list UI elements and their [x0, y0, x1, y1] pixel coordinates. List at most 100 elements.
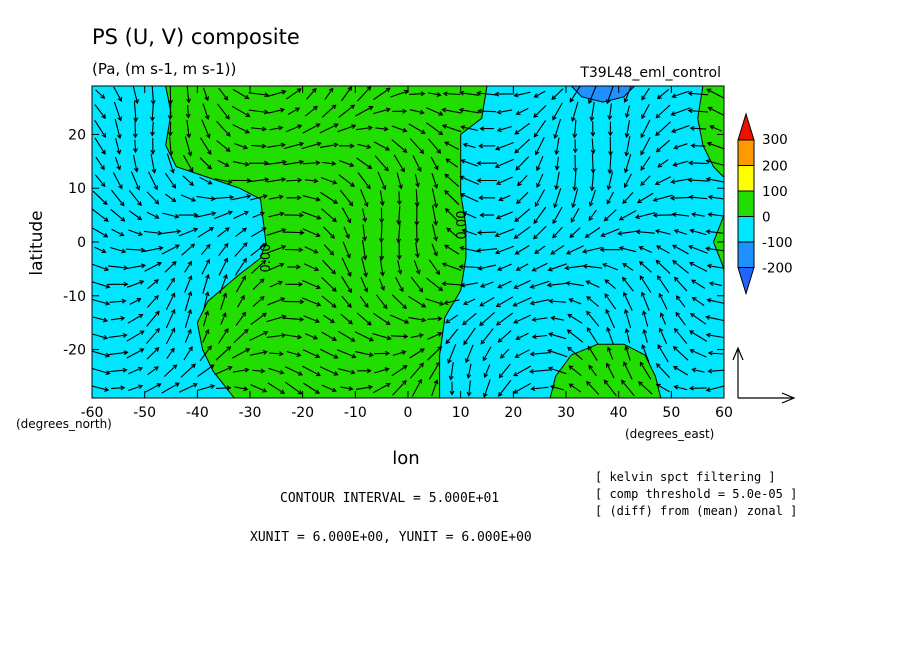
wind-vector — [319, 142, 339, 148]
wind-vector — [551, 88, 564, 101]
y-tick-label: 10 — [68, 181, 86, 197]
wind-vector — [623, 361, 633, 380]
wind-vector — [361, 257, 368, 278]
note-filtering: [ kelvin spct filtering ] — [595, 470, 776, 484]
wind-vector — [567, 313, 583, 324]
wind-vector — [304, 246, 319, 254]
wind-vector — [640, 136, 651, 156]
wind-vector — [392, 108, 408, 114]
wind-vector — [92, 333, 109, 340]
wind-vector — [588, 364, 597, 377]
wind-vector — [186, 119, 192, 139]
wind-vector — [182, 175, 195, 187]
wind-vector — [534, 137, 545, 156]
wind-vector — [284, 366, 304, 376]
wind-vector — [147, 294, 159, 308]
wind-vector — [396, 172, 403, 190]
wind-vector — [340, 86, 353, 102]
wind-vector — [248, 109, 270, 115]
wind-vector — [623, 173, 632, 189]
wind-vector — [108, 332, 128, 338]
wind-vector — [495, 312, 514, 326]
wind-vector — [269, 351, 284, 357]
wind-vector — [494, 245, 514, 255]
wind-vector — [673, 276, 688, 292]
wind-vector — [409, 109, 425, 115]
wind-vector — [377, 171, 387, 191]
wind-vector — [603, 209, 617, 222]
wind-vector — [266, 228, 287, 236]
wind-vector — [391, 365, 408, 377]
wind-vector — [673, 384, 688, 391]
wind-vector — [705, 159, 724, 166]
wind-vector — [214, 366, 233, 376]
wind-vector — [443, 299, 460, 306]
wind-vector — [425, 298, 445, 306]
wind-vector — [604, 279, 616, 290]
x-unit-label: (degrees_east) — [625, 427, 714, 441]
wind-vector — [620, 379, 635, 397]
note-diff: [ (diff) from (mean) zonal ] — [595, 504, 797, 518]
wind-vector — [499, 348, 510, 359]
wind-vector — [495, 211, 513, 220]
wind-vector — [691, 367, 705, 373]
wind-vector — [548, 298, 566, 304]
wind-vector — [359, 295, 369, 309]
wind-vector — [113, 86, 123, 102]
wind-vector — [460, 159, 478, 167]
wind-vector — [321, 295, 337, 308]
wind-vector — [92, 281, 111, 289]
wind-vector — [167, 103, 173, 121]
wind-vector — [202, 291, 210, 312]
wind-vector — [494, 228, 515, 238]
wind-vector — [373, 312, 391, 326]
wind-vector — [432, 205, 439, 226]
wind-vector — [232, 367, 250, 373]
wind-vector — [301, 141, 322, 150]
wind-vector — [462, 298, 476, 306]
wind-vector — [215, 385, 232, 391]
wind-vector — [184, 328, 192, 343]
wind-vector — [178, 383, 198, 393]
wind-vector — [165, 292, 176, 311]
wind-vector — [94, 174, 106, 188]
wind-vector — [409, 138, 425, 155]
colorbar-box — [737, 139, 755, 166]
wind-vector — [284, 212, 304, 218]
wind-vector — [392, 350, 407, 356]
wind-vector — [287, 107, 301, 115]
wind-vector — [133, 101, 139, 123]
wind-vector — [184, 260, 192, 273]
wind-vector — [705, 332, 724, 339]
wind-vector — [465, 344, 474, 364]
wind-vector — [283, 299, 305, 305]
wind-vector — [373, 87, 391, 101]
wind-vector — [304, 178, 319, 184]
x-tick-label: 40 — [610, 405, 628, 421]
wind-vector — [622, 276, 634, 292]
wind-vector — [182, 154, 194, 173]
wind-vector — [640, 175, 651, 186]
wind-vector — [599, 247, 621, 253]
wind-vector — [144, 383, 162, 393]
colorbar-label: -100 — [762, 235, 793, 251]
wind-vector — [92, 263, 110, 272]
wind-vector — [478, 195, 496, 201]
wind-vector — [199, 157, 212, 170]
wind-vector — [569, 86, 581, 103]
wind-vector — [267, 382, 286, 394]
wind-vector — [447, 343, 457, 364]
wind-vector — [460, 282, 478, 288]
wind-vector — [146, 347, 160, 360]
wind-vector — [513, 91, 531, 98]
wind-vector — [607, 121, 613, 137]
wind-vector — [285, 124, 303, 133]
wind-vector — [550, 315, 565, 321]
wind-vector — [266, 177, 287, 183]
colorbar-extend-high — [737, 112, 755, 141]
wind-vector — [568, 383, 582, 393]
colorbar-box — [737, 216, 755, 243]
wind-vector — [126, 348, 145, 359]
x-tick-label: -50 — [133, 405, 156, 421]
wind-vector — [606, 171, 614, 191]
